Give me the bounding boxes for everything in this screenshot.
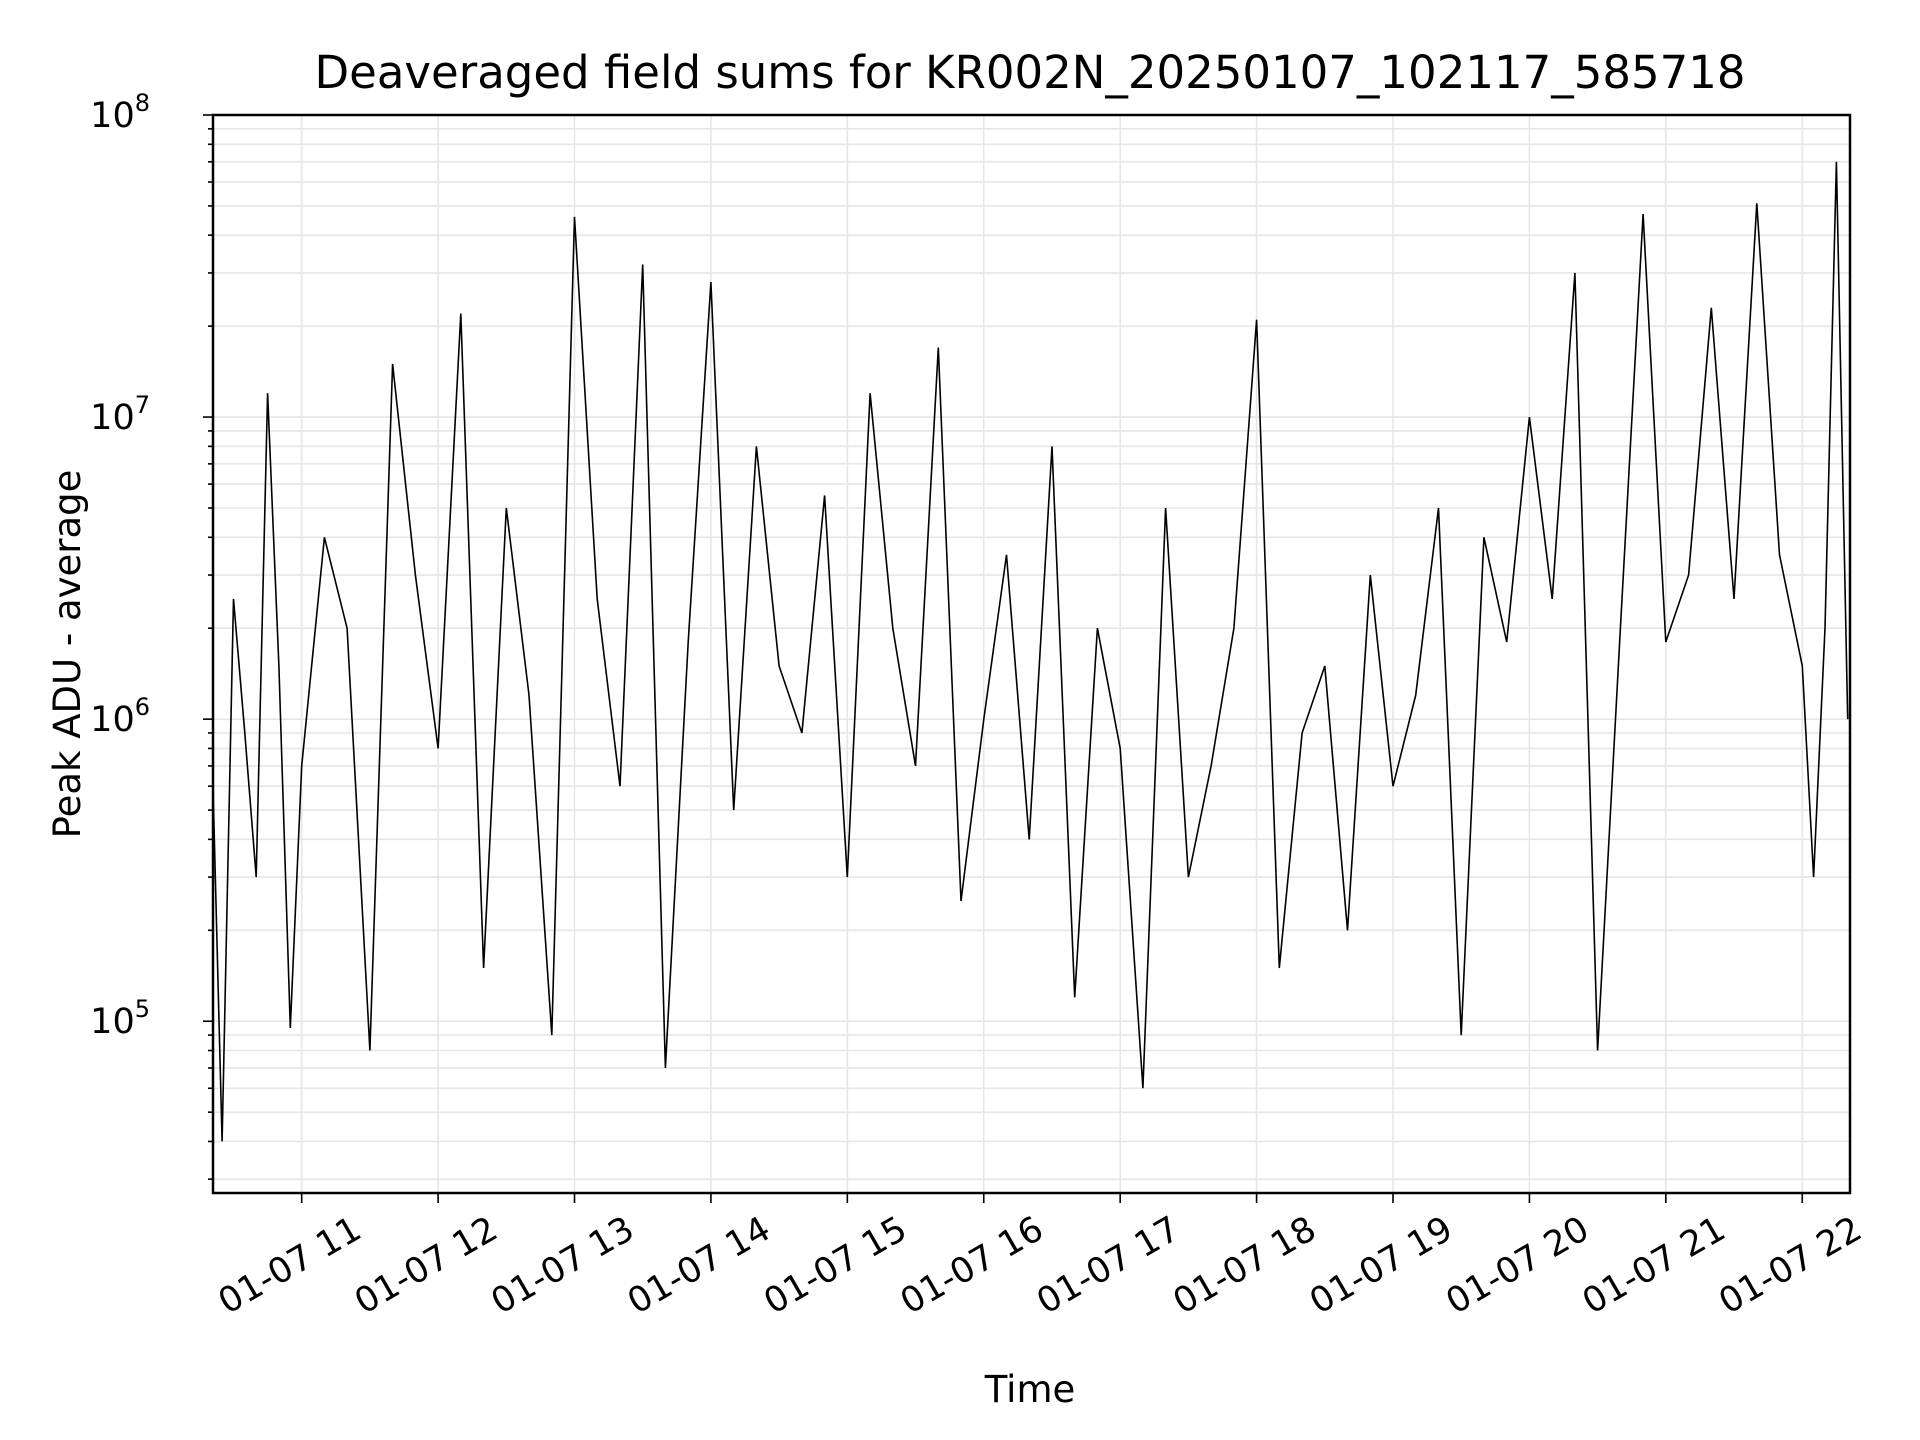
y-tick-label: 107 <box>90 391 150 438</box>
chart-title: Deaveraged field sums for KR002N_2025010… <box>315 46 1746 99</box>
y-tick-label: 105 <box>90 995 150 1042</box>
series-line <box>212 161 1849 1142</box>
x-axis-label: Time <box>984 1368 1076 1411</box>
y-axis: 105 106 107 108 <box>90 89 213 1180</box>
series-layer <box>212 161 1849 1142</box>
plot-frame <box>211 113 1852 1195</box>
y-tick-label: 108 <box>90 89 150 136</box>
y-axis-label: Peak ADU - average <box>46 470 89 839</box>
y-tick-label: 106 <box>90 693 150 740</box>
